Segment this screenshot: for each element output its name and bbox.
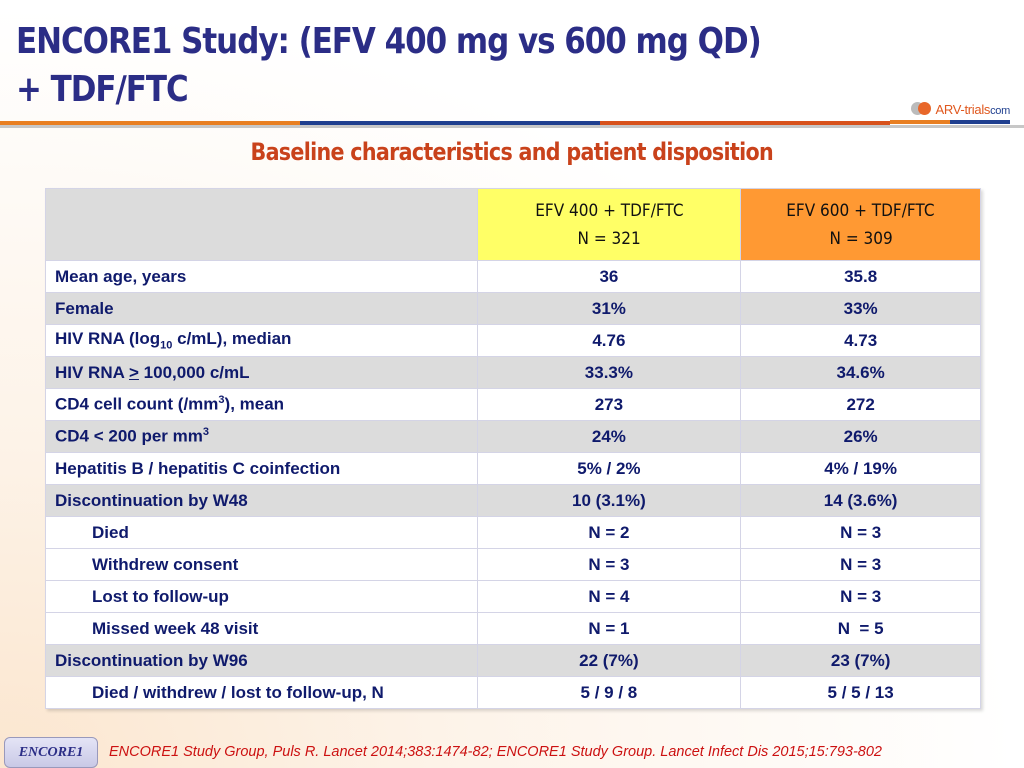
table-row: Lost to follow-up N = 4 N = 3 <box>45 580 981 613</box>
study-badge: ENCORE1 <box>4 737 98 768</box>
table-row: Discontinuation by W96 22 (7%) 23 (7%) <box>45 644 981 677</box>
row-label: Mean age, years <box>45 260 478 293</box>
efv600-value: 26% <box>740 420 981 453</box>
efv400-value: 273 <box>476 388 742 421</box>
header-rule-grey <box>0 125 1024 128</box>
row-label: Female <box>45 292 478 325</box>
efv400-value: N = 4 <box>476 580 742 613</box>
row-label: Hepatitis B / hepatitis C coinfection <box>45 452 478 485</box>
table-row: Died N = 2 N = 3 <box>45 516 981 549</box>
efv600-value: N = 3 <box>740 548 981 581</box>
row-label: HIV RNA (log10 c/mL), median <box>45 324 478 357</box>
row-label: Discontinuation by W96 <box>45 644 478 677</box>
row-label: CD4 < 200 per mm3 <box>45 420 478 453</box>
efv600-value: 4% / 19% <box>740 452 981 485</box>
efv600-value: N = 3 <box>740 516 981 549</box>
baseline-table: EFV 400 + TDF/FTC N = 321 EFV 600 + TDF/… <box>45 188 981 709</box>
pill-icon <box>910 100 933 118</box>
efv400-value: N = 1 <box>476 612 742 645</box>
title-line-2: + TDF/FTC <box>16 69 189 110</box>
table-row: CD4 < 200 per mm3 24% 26% <box>45 420 981 453</box>
table-row: Discontinuation by W48 10 (3.1%) 14 (3.6… <box>45 484 981 517</box>
slide-subtitle: Baseline characteristics and patient dis… <box>250 138 774 166</box>
efv600-value: N = 3 <box>740 580 981 613</box>
efv400-value: 10 (3.1%) <box>476 484 742 517</box>
efv400-value: 24% <box>476 420 742 453</box>
title-line-1: ENCORE1 Study: (EFV 400 mg vs 600 mg QD) <box>16 21 762 62</box>
table-row: Female 31% 33% <box>45 292 981 325</box>
row-label: CD4 cell count (/mm3), mean <box>45 388 478 421</box>
slide-title: ENCORE1 Study: (EFV 400 mg vs 600 mg QD)… <box>16 18 762 114</box>
efv400-value: 33.3% <box>476 356 742 389</box>
efv600-value: 34.6% <box>740 356 981 389</box>
row-label: Discontinuation by W48 <box>45 484 478 517</box>
reference-citation: ENCORE1 Study Group, Puls R. Lancet 2014… <box>109 744 882 760</box>
row-label: Withdrew consent <box>45 548 478 581</box>
efv400-value: 36 <box>476 260 742 293</box>
efv400-value: N = 2 <box>476 516 742 549</box>
row-label: Lost to follow-up <box>45 580 478 613</box>
table-header-row: EFV 400 + TDF/FTC N = 321 EFV 600 + TDF/… <box>45 188 981 261</box>
table-row: CD4 cell count (/mm3), mean 273 272 <box>45 388 981 421</box>
row-label: Died / withdrew / lost to follow-up, N <box>45 676 478 709</box>
logo-text: ARV-trialscom <box>935 101 1011 117</box>
efv600-value: 14 (3.6%) <box>740 484 981 517</box>
header-rule-orange <box>0 121 300 125</box>
efv600-value: 33% <box>740 292 981 325</box>
header-efv400: EFV 400 + TDF/FTC N = 321 <box>476 188 742 261</box>
row-label: Died <box>45 516 478 549</box>
row-label: HIV RNA > 100,000 c/mL <box>45 356 478 389</box>
efv400-value: 4.76 <box>476 324 742 357</box>
header-rule-blue <box>300 121 600 125</box>
efv400-value: N = 3 <box>476 548 742 581</box>
table-row: Died / withdrew / lost to follow-up, N 5… <box>45 676 981 709</box>
header-rule-red <box>600 121 890 125</box>
efv600-value: 272 <box>740 388 981 421</box>
efv400-value: 5% / 2% <box>476 452 742 485</box>
efv600-value: N = 5 <box>740 612 981 645</box>
efv400-value: 31% <box>476 292 742 325</box>
efv400-value: 5 / 9 / 8 <box>476 676 742 709</box>
arv-trials-logo: ARV-trialscom <box>910 100 1011 118</box>
efv600-value: 4.73 <box>740 324 981 357</box>
efv600-value: 35.8 <box>740 260 981 293</box>
table-row: Missed week 48 visit N = 1 N = 5 <box>45 612 981 645</box>
table-row: HIV RNA (log10 c/mL), median 4.76 4.73 <box>45 324 981 357</box>
efv600-value: 23 (7%) <box>740 644 981 677</box>
logo-underline <box>890 120 1010 124</box>
header-corner-cell <box>45 188 478 261</box>
efv600-value: 5 / 5 / 13 <box>740 676 981 709</box>
efv400-value: 22 (7%) <box>476 644 742 677</box>
table-row: HIV RNA > 100,000 c/mL 33.3% 34.6% <box>45 356 981 389</box>
row-label: Missed week 48 visit <box>45 612 478 645</box>
header-efv600: EFV 600 + TDF/FTC N = 309 <box>740 188 981 261</box>
table-row: Withdrew consent N = 3 N = 3 <box>45 548 981 581</box>
table-row: Mean age, years 36 35.8 <box>45 260 981 293</box>
table-row: Hepatitis B / hepatitis C coinfection 5%… <box>45 452 981 485</box>
